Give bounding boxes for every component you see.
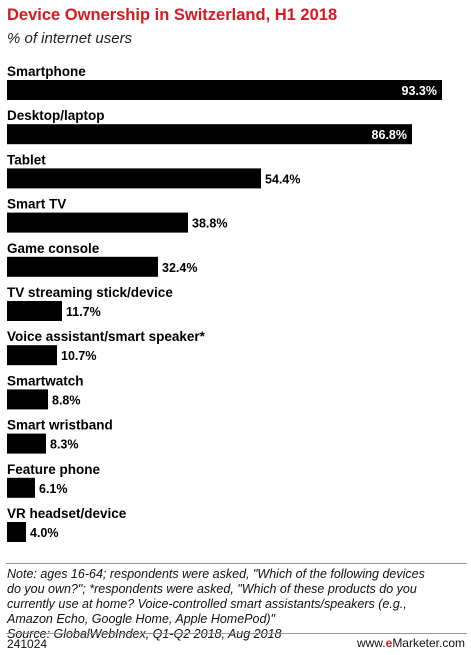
brand-prefix: www. [356, 636, 386, 650]
category-label: Smartwatch [7, 373, 84, 388]
chart-id: 241024 [7, 637, 48, 651]
value-label: 54.4% [265, 172, 300, 186]
category-label: Feature phone [7, 462, 101, 477]
source-line: Source: GlobalWebIndex, Q1-Q2 2018, Aug … [7, 627, 282, 641]
category-label: Voice assistant/smart speaker* [7, 329, 206, 344]
brand-e: e [385, 636, 393, 650]
category-label: Tablet [7, 152, 46, 167]
footer-divider [6, 633, 467, 634]
bar [7, 345, 57, 366]
category-label: TV streaming stick/device [7, 285, 173, 300]
category-label: Game console [7, 241, 100, 256]
value-label: 8.8% [52, 393, 81, 407]
bar [7, 168, 261, 189]
bar [7, 477, 35, 498]
value-label: 38.8% [192, 217, 227, 231]
value-label: 32.4% [162, 261, 197, 275]
chart-note: Note: ages 16-64; respondents were asked… [7, 567, 467, 642]
note-divider [6, 563, 467, 564]
chart-title: Device Ownership in Switzerland, H1 2018 [7, 6, 338, 24]
bar-chart: Smartphone 93.3% Desktop/laptop 86.8% Tablet… [7, 64, 442, 542]
bar [7, 124, 412, 145]
value-label: 86.8% [372, 128, 407, 142]
bar [7, 80, 442, 100]
category-label: Smart wristband [7, 418, 113, 433]
bar [7, 212, 188, 233]
value-label: 4.0% [30, 526, 59, 540]
value-label: 6.1% [39, 482, 68, 496]
value-label: 10.7% [61, 349, 96, 363]
note-line-1: Note: ages 16-64; respondents were asked… [7, 567, 425, 581]
brand-rest: Marketer.com [392, 636, 465, 650]
note-line-4: Amazon Echo, Google Home, Apple HomePod)… [7, 612, 275, 626]
emarketer-logo: www.eMarketer.com [357, 636, 465, 650]
bar [7, 256, 158, 277]
note-line-2: do you own?"; *respondents were asked, "… [7, 582, 417, 596]
value-label: 93.3% [402, 84, 437, 98]
bar [7, 301, 62, 321]
note-line-3: currently use at home? Voice-controlled … [7, 597, 407, 611]
category-label: VR headset/device [7, 506, 127, 521]
category-label: Smart TV [7, 197, 66, 212]
category-label: Desktop/laptop [7, 108, 105, 123]
bar [7, 433, 46, 454]
bar [7, 389, 48, 410]
category-label: Smartphone [7, 64, 86, 79]
bar [7, 522, 26, 542]
chart-subtitle: % of internet users [7, 30, 133, 47]
value-label: 11.7% [66, 305, 101, 319]
value-label: 8.3% [50, 438, 79, 452]
